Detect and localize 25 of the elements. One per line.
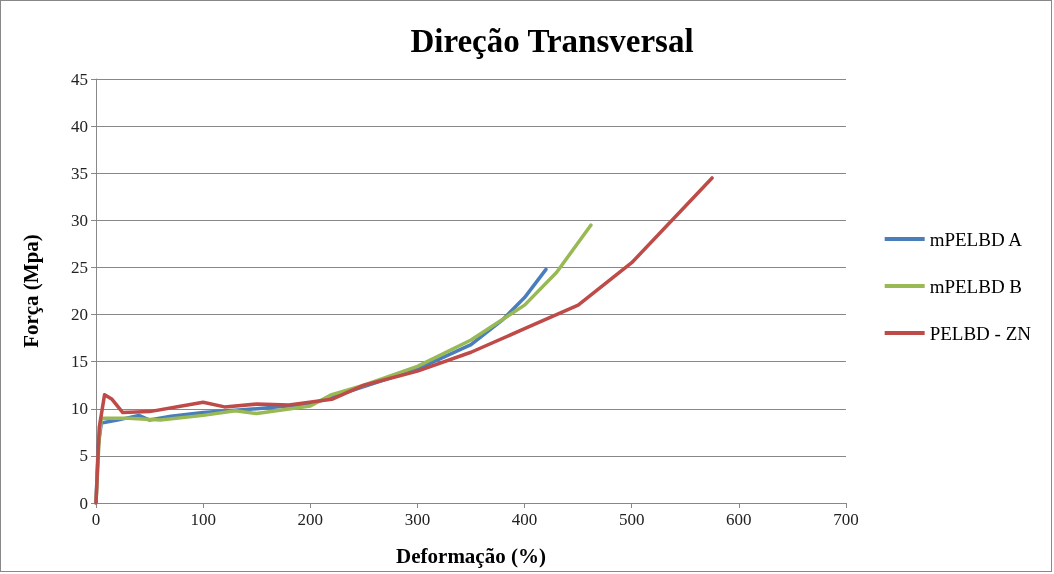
x-tick-label: 500 bbox=[618, 510, 645, 529]
y-tick-label: 15 bbox=[71, 352, 88, 372]
y-tick-label: 30 bbox=[71, 210, 88, 230]
x-tick-label: 700 bbox=[833, 510, 859, 529]
y-tick-label: 25 bbox=[71, 257, 88, 277]
x-axis-title: Deformação (%) bbox=[396, 543, 546, 568]
y-tick-label: 10 bbox=[71, 399, 88, 419]
y-tick-label: 0 bbox=[79, 493, 88, 513]
x-tick-label: 0 bbox=[91, 510, 101, 529]
y-tick-label: 35 bbox=[71, 163, 88, 183]
legend-label: mPELBD A bbox=[929, 228, 1023, 250]
y-tick-label: 45 bbox=[71, 69, 88, 89]
y-tick-label: 40 bbox=[71, 116, 88, 136]
x-tick-label: 600 bbox=[726, 510, 752, 529]
y-tick-label: 20 bbox=[71, 305, 88, 325]
y-axis-title: Força (Mpa) bbox=[18, 234, 43, 348]
x-tick-label: 100 bbox=[190, 510, 216, 529]
x-tick-label: 200 bbox=[297, 510, 324, 529]
x-tick-label: 400 bbox=[511, 510, 538, 529]
legend-label: PELBD - ZN bbox=[929, 322, 1032, 344]
legend-label: mPELBD B bbox=[929, 275, 1023, 297]
x-tick-label: 300 bbox=[404, 510, 431, 529]
line-series bbox=[94, 176, 714, 505]
y-tick-label: 5 bbox=[79, 446, 88, 466]
chart-title: Direção Transversal bbox=[410, 22, 694, 59]
